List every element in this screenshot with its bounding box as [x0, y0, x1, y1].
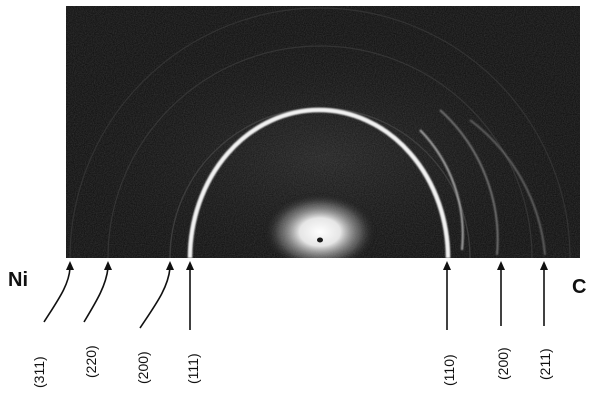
ni-label: Ni [8, 269, 28, 291]
pointer-arrow [66, 261, 74, 270]
c-ring-pointers [443, 261, 548, 330]
faint-ring [107, 45, 533, 258]
pointer-arrow [540, 261, 548, 270]
c-ring-label: (110) [441, 354, 457, 386]
ring-arc-right [469, 119, 546, 256]
ring-arc-right [439, 109, 499, 256]
c-label: C [572, 276, 586, 298]
pointer-line [139, 267, 171, 329]
central-beam [262, 192, 378, 258]
pointer-arrow [443, 261, 451, 270]
ni-ring-pointers [43, 261, 194, 330]
pointer-arrow [166, 261, 174, 270]
ring-arc-right [419, 129, 464, 251]
diffraction-pattern [66, 6, 580, 258]
pointer-arrow [497, 261, 505, 270]
pointer-arrow [186, 261, 194, 270]
central-spot [317, 237, 323, 243]
pointer-line [83, 267, 109, 323]
ni-ring-label: (200) [135, 351, 151, 384]
ni-ring-label: (311) [31, 356, 47, 388]
ni-ring-label: (220) [83, 345, 99, 378]
c-ring-label: (211) [537, 348, 553, 380]
pointer-arrow [104, 261, 112, 270]
c-ring-label: (200) [495, 347, 511, 380]
pointer-line [43, 267, 71, 323]
bright-ring [187, 107, 451, 258]
faint-ring [69, 7, 571, 258]
ni-ring-label: (111) [185, 353, 201, 384]
